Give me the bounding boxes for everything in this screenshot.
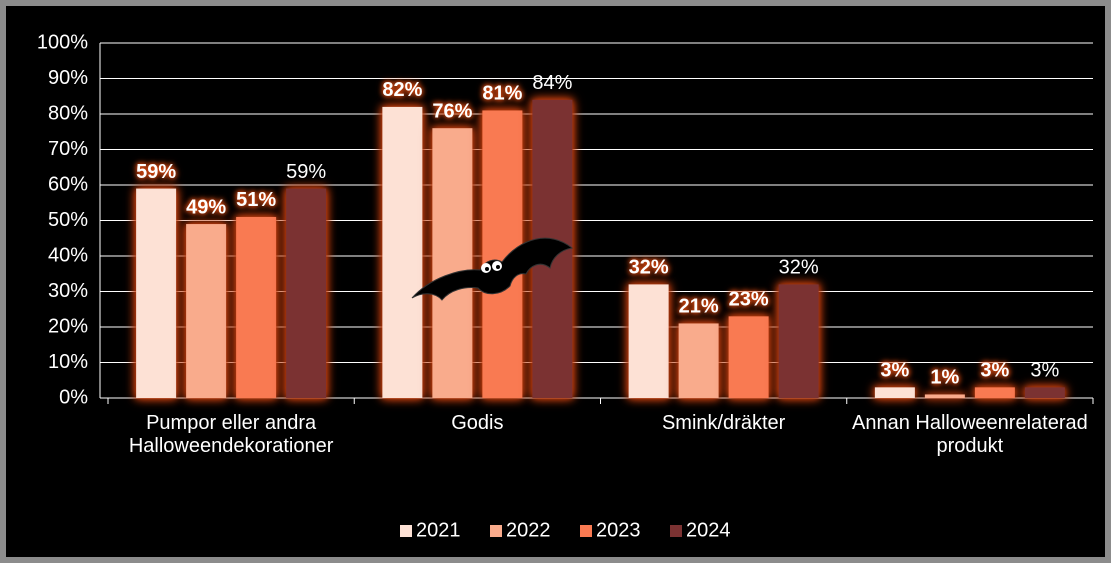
y-tick-label: 0% <box>59 386 88 408</box>
legend-swatch <box>490 525 502 537</box>
bar <box>975 387 1015 398</box>
bar <box>382 107 422 398</box>
value-label: 82% <box>382 79 422 101</box>
value-label: 32% <box>779 257 819 279</box>
legend-label: 2021 <box>416 519 461 541</box>
bar <box>186 224 226 398</box>
bar <box>286 189 326 398</box>
legend-swatch <box>670 525 682 537</box>
value-label: 21% <box>679 296 719 318</box>
value-label: 84% <box>532 72 572 94</box>
y-tick-label: 90% <box>48 67 88 89</box>
value-label: 1% <box>930 367 959 389</box>
x-tick-label: Smink/dräkter <box>604 412 844 435</box>
bar <box>136 189 176 398</box>
bar <box>779 284 819 398</box>
value-label: 51% <box>236 189 276 211</box>
y-tick-label: 50% <box>48 209 88 231</box>
y-tick-label: 30% <box>48 280 88 302</box>
bar <box>875 387 915 398</box>
bar <box>925 394 965 398</box>
legend-label: 2023 <box>596 519 641 541</box>
value-label: 32% <box>629 257 669 279</box>
value-label: 76% <box>432 100 472 122</box>
bar <box>1025 387 1065 398</box>
y-tick-label: 80% <box>48 102 88 124</box>
value-label: 23% <box>729 289 769 311</box>
value-label: 59% <box>286 161 326 183</box>
chart: 0% 10% 20% 30% 40% 50% 60% 70% 80% 90% 100% 59% 82%… <box>0 0 1111 563</box>
bar <box>679 323 719 398</box>
y-tick-label: 10% <box>48 351 88 373</box>
bar <box>729 316 769 398</box>
bar <box>432 128 472 398</box>
x-tick-label: Godis <box>357 412 597 435</box>
y-tick-label: 40% <box>48 244 88 266</box>
value-label: 3% <box>1030 360 1059 382</box>
value-label: 59% <box>136 161 176 183</box>
y-tick-label: 100% <box>37 31 88 53</box>
bar <box>236 217 276 398</box>
legend-label: 2022 <box>506 519 551 541</box>
legend-swatch <box>580 525 592 537</box>
x-tick-label: Annan Halloweenrelaterad produkt <box>850 412 1090 458</box>
value-label: 3% <box>880 360 909 382</box>
chart-frame: 0% 10% 20% 30% 40% 50% 60% 70% 80% 90% 100% 59% 82%… <box>0 0 1111 563</box>
y-tick-label: 60% <box>48 173 88 195</box>
bar <box>629 284 669 398</box>
legend-label: 2024 <box>686 519 731 541</box>
y-tick-label: 20% <box>48 315 88 337</box>
value-label: 3% <box>980 360 1009 382</box>
value-label: 49% <box>186 196 226 218</box>
y-tick-label: 70% <box>48 138 88 160</box>
x-tick-label: Pumpor eller andra Halloweendekorationer <box>111 412 351 458</box>
legend-swatch <box>400 525 412 537</box>
value-label: 81% <box>482 83 522 105</box>
